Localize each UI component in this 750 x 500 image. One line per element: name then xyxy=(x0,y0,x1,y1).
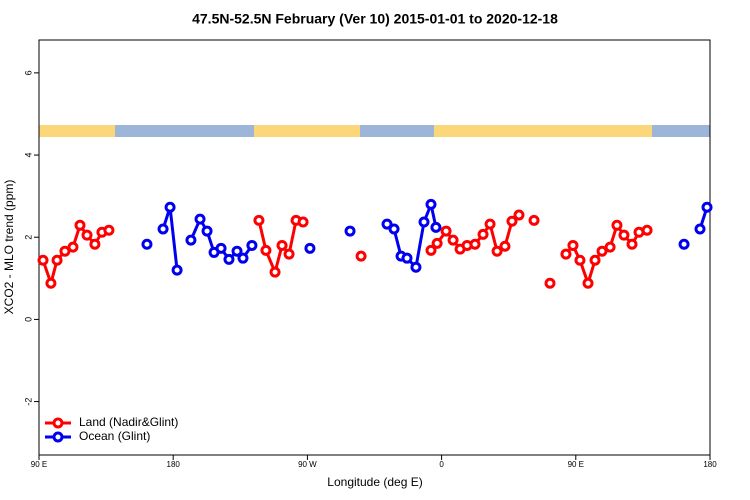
data-point xyxy=(618,229,630,241)
data-point xyxy=(171,264,183,276)
plot-frame xyxy=(38,39,711,456)
data-point xyxy=(589,254,601,266)
data-point xyxy=(157,223,169,235)
x-tick-label: 90 W xyxy=(298,460,317,469)
data-point xyxy=(223,253,235,265)
data-point xyxy=(253,214,265,226)
data-point xyxy=(469,238,481,250)
data-point xyxy=(81,229,93,241)
x-tick-label: 0 xyxy=(439,460,444,469)
data-point xyxy=(560,248,572,260)
data-point xyxy=(544,277,556,289)
data-point xyxy=(401,252,413,264)
data-point xyxy=(425,198,437,210)
data-point xyxy=(388,223,400,235)
x-tick-label: 90 E xyxy=(31,460,47,469)
data-point xyxy=(344,225,356,237)
legend-label: Land (Nadir&Glint) xyxy=(79,415,178,429)
y-tick-label: 4 xyxy=(23,153,33,158)
data-point xyxy=(304,242,316,254)
data-point xyxy=(74,219,86,231)
data-point xyxy=(447,234,459,246)
data-point xyxy=(484,218,496,230)
legend-marker xyxy=(52,417,64,429)
data-point xyxy=(567,239,579,251)
data-point xyxy=(491,245,503,257)
x-axis-label: Longitude (deg E) xyxy=(327,475,422,489)
data-point xyxy=(694,223,706,235)
data-point xyxy=(431,237,443,249)
data-point xyxy=(59,245,71,257)
x-tick-label: 180 xyxy=(167,460,181,469)
data-point xyxy=(477,228,489,240)
data-point xyxy=(499,240,511,252)
chart-title: 47.5N-52.5N February (Ver 10) 2015-01-01… xyxy=(192,11,558,27)
legend-marker xyxy=(52,431,64,443)
data-point xyxy=(513,209,525,221)
data-point xyxy=(283,248,295,260)
data-point xyxy=(89,238,101,250)
data-point xyxy=(185,234,197,246)
data-point xyxy=(246,239,258,251)
data-point xyxy=(626,238,638,250)
data-point xyxy=(37,254,49,266)
data-point xyxy=(604,241,616,253)
data-point xyxy=(430,221,442,233)
y-tick-label: -2 xyxy=(23,398,33,406)
land-mask-strip xyxy=(39,125,710,137)
legend-label: Ocean (Glint) xyxy=(79,429,150,443)
data-point xyxy=(297,216,309,228)
data-point xyxy=(103,224,115,236)
data-point xyxy=(276,239,288,251)
data-point xyxy=(269,266,281,278)
data-point xyxy=(194,213,206,225)
data-point xyxy=(231,245,243,257)
data-point xyxy=(678,238,690,250)
data-point xyxy=(506,215,518,227)
data-point xyxy=(596,245,608,257)
data-point xyxy=(164,201,176,213)
y-tick-label: 6 xyxy=(23,70,33,75)
data-point xyxy=(528,214,540,226)
data-point xyxy=(201,225,213,237)
data-point xyxy=(215,242,227,254)
data-point xyxy=(45,277,57,289)
data-point xyxy=(425,244,437,256)
x-tick-label: 180 xyxy=(703,460,717,469)
data-point xyxy=(641,224,653,236)
data-point xyxy=(574,254,586,266)
data-point xyxy=(381,218,393,230)
data-point xyxy=(410,261,422,273)
data-point xyxy=(260,244,272,256)
y-tick-label: 2 xyxy=(23,235,33,240)
y-tick-label: 0 xyxy=(23,317,33,322)
data-point xyxy=(582,277,594,289)
data-point xyxy=(355,250,367,262)
data-point xyxy=(237,252,249,264)
data-point xyxy=(418,216,430,228)
data-point xyxy=(701,201,713,213)
series-line xyxy=(41,213,648,289)
data-point xyxy=(440,225,452,237)
data-point xyxy=(67,241,79,253)
x-tick-label: 90 E xyxy=(568,460,584,469)
data-point xyxy=(141,238,153,250)
data-point xyxy=(611,219,623,231)
data-point xyxy=(51,254,63,266)
y-axis-label: XCO2 - MLO trend (ppm) xyxy=(2,180,16,315)
